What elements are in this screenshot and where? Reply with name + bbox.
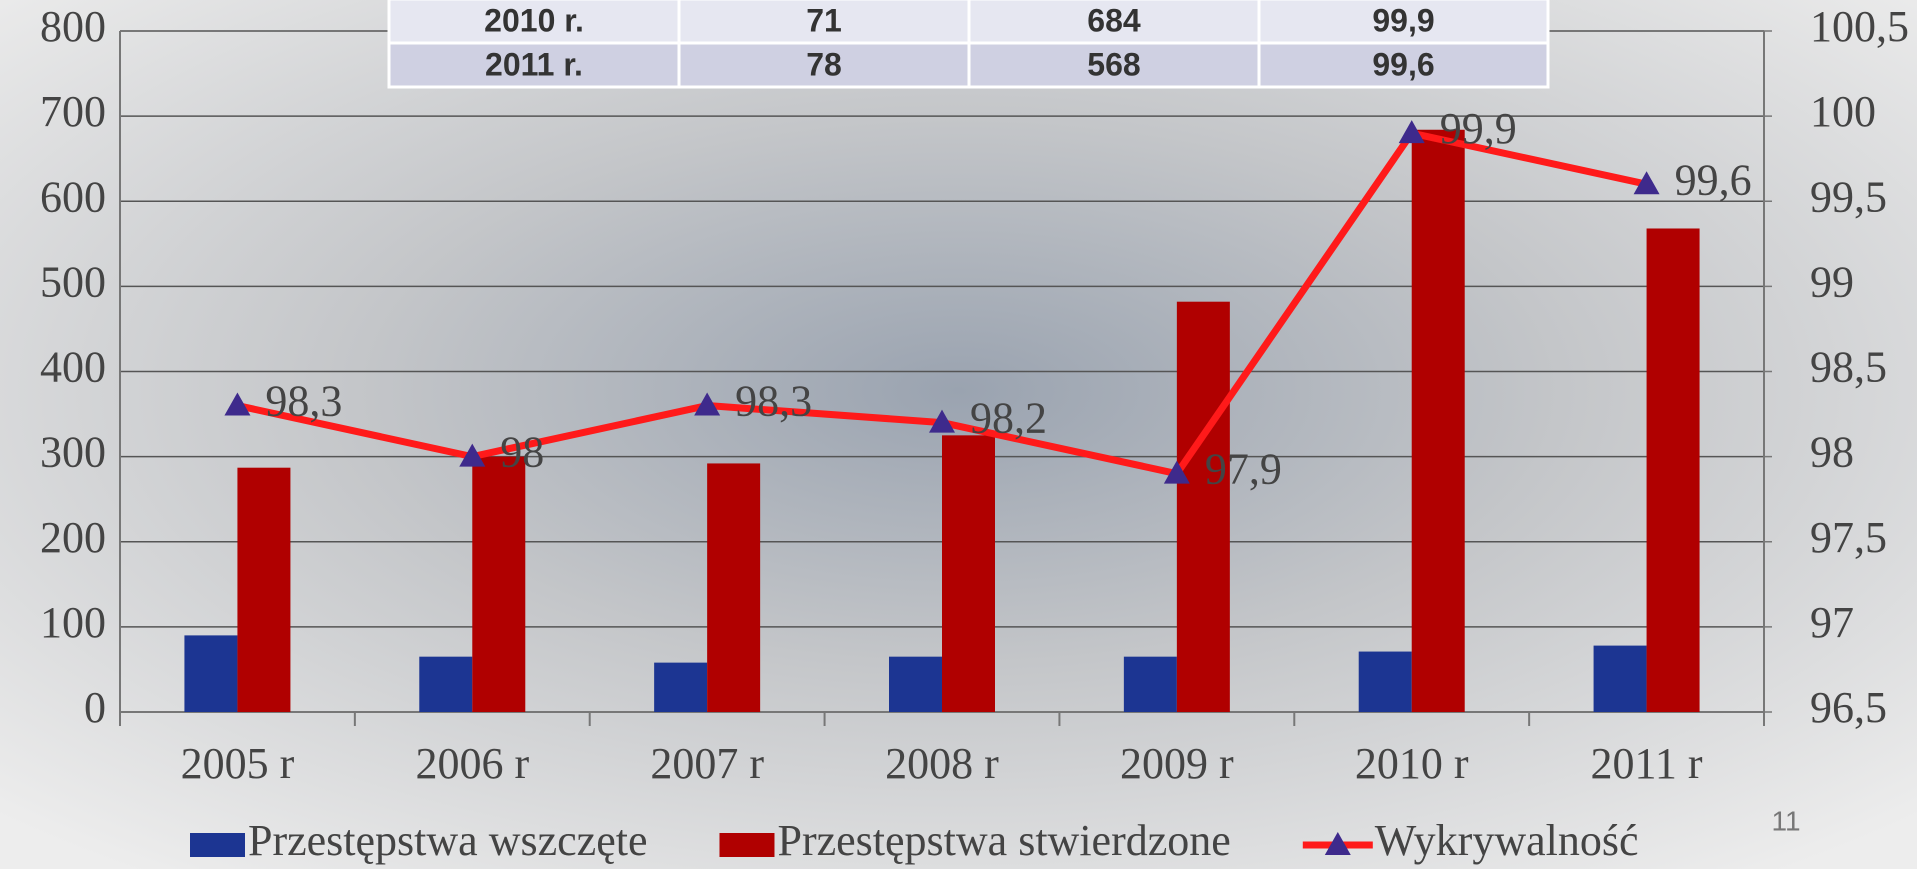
y-tick-label: 400	[40, 343, 106, 392]
data-label: 99,6	[1675, 155, 1752, 204]
y-tick-label: 700	[40, 87, 106, 136]
data-label: 99,9	[1440, 104, 1517, 153]
marker	[929, 409, 955, 433]
y2-tick-label: 97	[1810, 598, 1854, 647]
bar	[889, 656, 942, 712]
y2-tick-label: 96,5	[1810, 683, 1887, 732]
data-label: 98	[500, 428, 544, 477]
bar	[654, 662, 708, 712]
marker	[224, 392, 251, 416]
y2-tick-label: 100,5	[1810, 2, 1909, 51]
y-tick-label: 200	[40, 513, 106, 562]
table-cell: 568	[1087, 46, 1140, 82]
table-cell: 78	[806, 46, 842, 82]
marker	[694, 392, 721, 416]
table-cell: 2010 r.	[484, 2, 584, 38]
x-tick-label: 2006 r	[415, 739, 529, 788]
bar	[1123, 656, 1177, 712]
data-label: 97,9	[1205, 445, 1282, 494]
x-tick-label: 2005 r	[181, 739, 295, 788]
bar	[472, 456, 526, 712]
y2-tick-label: 100	[1810, 87, 1876, 136]
legend-swatch	[719, 833, 775, 857]
y-tick-label: 600	[40, 172, 106, 221]
table-cell: 99,6	[1372, 46, 1434, 82]
marker	[1398, 120, 1425, 144]
table-cell: 2011 r.	[485, 46, 583, 82]
bar	[942, 435, 995, 712]
y-tick-label: 100	[40, 598, 106, 647]
bar	[184, 635, 238, 712]
y2-tick-label: 98	[1810, 428, 1854, 477]
legend-label: Przestępstwa stwierdzone	[777, 816, 1230, 865]
table-cell: 99,9	[1372, 2, 1434, 38]
y-tick-label: 300	[40, 428, 106, 477]
x-tick-label: 2010 r	[1355, 739, 1469, 788]
x-tick-label: 2009 r	[1120, 739, 1234, 788]
marker	[1633, 171, 1660, 195]
y-tick-label: 800	[40, 2, 106, 51]
table-cell: 71	[806, 2, 842, 38]
x-tick-label: 2011 r	[1591, 739, 1703, 788]
y2-tick-label: 98,5	[1810, 343, 1887, 392]
y2-tick-label: 97,5	[1810, 513, 1887, 562]
x-tick-label: 2007 r	[650, 739, 764, 788]
data-label: 98,3	[265, 377, 342, 426]
bar	[1411, 129, 1465, 712]
bar	[419, 656, 473, 712]
legend-label: Wykrywalność	[1375, 816, 1639, 865]
legend-swatch	[190, 833, 245, 857]
y-tick-label: 500	[40, 257, 106, 306]
data-label: 98,3	[735, 377, 812, 426]
bar	[1176, 301, 1230, 712]
page-number: 11	[1771, 805, 1800, 836]
y2-tick-label: 99,5	[1810, 172, 1887, 221]
bar	[707, 463, 761, 712]
bar	[1358, 651, 1412, 712]
bar	[1646, 228, 1700, 713]
legend-label: Przestępstwa wszczęte	[248, 816, 647, 865]
x-tick-label: 2008 r	[885, 739, 999, 788]
bar	[237, 467, 291, 712]
bar	[1593, 645, 1647, 712]
marker	[459, 443, 486, 467]
table-cell: 684	[1087, 2, 1141, 38]
y2-tick-label: 99	[1810, 257, 1854, 306]
data-label: 98,2	[970, 394, 1047, 443]
legend-marker	[1324, 832, 1351, 855]
marker	[1163, 460, 1190, 484]
y-tick-label: 0	[84, 683, 106, 732]
